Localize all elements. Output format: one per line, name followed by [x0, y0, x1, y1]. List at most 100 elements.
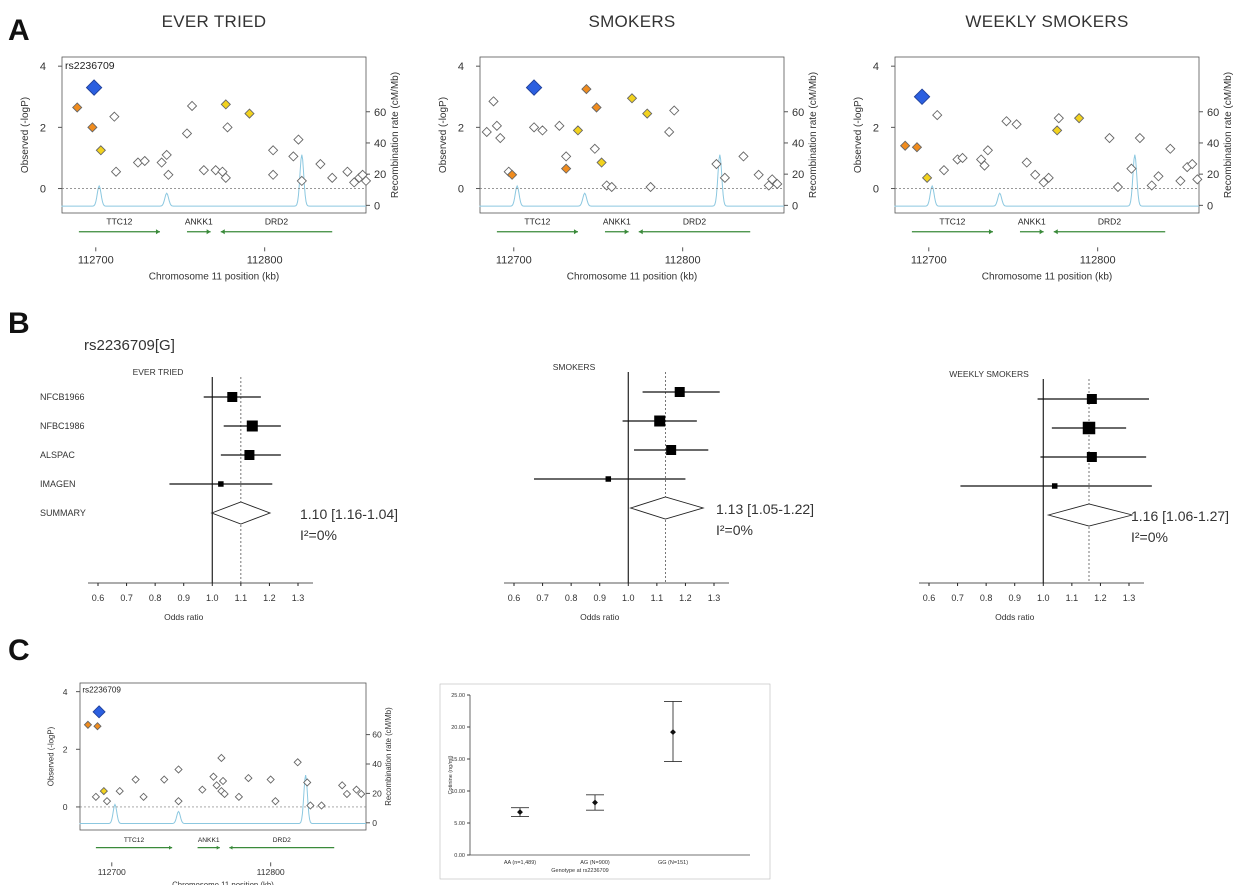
snp-point	[554, 120, 565, 131]
snp-point	[560, 163, 572, 174]
y-tick-label: 4	[873, 61, 879, 73]
snp-point	[1011, 119, 1022, 130]
snp-point	[982, 145, 994, 156]
snp-point	[767, 174, 778, 185]
snp-point	[1038, 177, 1049, 188]
snp-point	[72, 102, 83, 113]
lead-snp-label: rs2236709	[82, 685, 121, 694]
lead-snp-point	[85, 79, 103, 96]
category-label: GG (N=151)	[658, 860, 688, 866]
snp-point	[174, 797, 183, 806]
y-tick-label: 5.00	[454, 821, 465, 827]
snp-point	[352, 785, 361, 794]
cohort-label: SUMMARY	[40, 508, 86, 518]
snp-point	[293, 134, 304, 145]
x-tick-label: 1.3	[292, 593, 305, 603]
snp-point	[139, 792, 148, 801]
snp-point	[481, 126, 492, 138]
snp-point	[87, 122, 98, 133]
snp-point	[572, 125, 584, 136]
snp-point	[220, 99, 231, 110]
snp-point	[222, 122, 233, 133]
y-tick-label: 20.00	[451, 725, 465, 731]
gene-arrowhead	[155, 229, 160, 235]
snp-point	[1175, 175, 1186, 187]
x-tick-label: 0.8	[980, 593, 993, 603]
gene-label: ANKK1	[185, 217, 213, 227]
y2-axis-label: Recombination rate (cM/Mb)	[1223, 72, 1234, 198]
cohort-label: ALSPAC	[40, 450, 75, 460]
recombination-rate-line	[61, 154, 366, 207]
snp-point	[220, 172, 231, 183]
gene-label: TTC12	[939, 217, 965, 227]
x-tick-label: 0.9	[593, 593, 606, 603]
x-tick-label: 112800	[247, 254, 283, 266]
snp-point	[115, 786, 124, 796]
y-tick-label: 2	[873, 122, 879, 134]
y-tick-label: 0.00	[454, 853, 465, 859]
x-tick-label: 0.9	[177, 593, 190, 603]
x-tick-label: 112700	[496, 254, 532, 266]
snp-point	[491, 120, 503, 131]
snp-point	[181, 128, 193, 139]
y2-axis-label: Recombination rate (cM/Mb)	[384, 707, 393, 806]
snp-point	[591, 102, 602, 113]
study-estimate-square	[227, 392, 238, 402]
y2-tick-label: 40	[1207, 138, 1219, 150]
snp-point	[293, 758, 302, 767]
x-axis-label: Chromosome 11 position (kb)	[172, 880, 274, 885]
panel-letter-a: A	[8, 14, 30, 47]
snp-point	[669, 105, 680, 116]
x-tick-label: 112800	[257, 867, 285, 877]
gene-arrowhead	[1039, 229, 1044, 235]
snp-point	[932, 109, 943, 121]
snp-point	[1030, 169, 1041, 180]
summary-estimate-text: 1.10 [1.16-1.04]	[300, 506, 398, 522]
y2-tick-label: 0	[372, 818, 377, 828]
snp-point	[109, 111, 120, 122]
gene-arrowhead	[169, 845, 173, 850]
y-axis-label: Cotinine (ng/ml)	[448, 755, 454, 794]
y-tick-label: 10.00	[451, 789, 465, 795]
y2-tick-label: 20	[374, 169, 386, 181]
snp-point	[719, 172, 731, 183]
recombination-rate-line	[894, 154, 1199, 207]
cohort-label: NFBC1986	[40, 421, 85, 431]
snp-point	[1073, 113, 1085, 124]
gene-label: ANKK1	[1018, 217, 1046, 227]
x-tick-label: 0.6	[92, 593, 105, 603]
snp-point	[1112, 181, 1124, 193]
y-tick-label: 0	[873, 184, 879, 196]
gene-arrowhead	[573, 229, 578, 235]
y2-tick-label: 60	[374, 107, 386, 119]
x-tick-label: 0.7	[536, 593, 549, 603]
summary-estimate-text: 1.16 [1.06-1.27]	[1131, 508, 1229, 524]
mean-point	[592, 799, 598, 806]
study-estimate-square	[605, 476, 612, 482]
y2-axis-label: Recombination rate (cM/Mb)	[390, 72, 401, 198]
x-tick-label: 112800	[1080, 254, 1116, 266]
snp-point	[198, 165, 210, 176]
gene-arrowhead	[229, 845, 233, 850]
snp-point	[317, 801, 326, 810]
y-tick-label: 2	[458, 122, 464, 134]
x-tick-label: 0.9	[1008, 593, 1021, 603]
snp-point	[642, 108, 653, 119]
snp-point	[1043, 172, 1054, 183]
snp-point	[645, 181, 656, 193]
x-tick-label: 1.3	[708, 593, 721, 603]
snp-point	[1104, 132, 1115, 144]
gene-label: DRD2	[1098, 217, 1121, 227]
snp-point	[306, 801, 315, 810]
snp-point	[589, 143, 600, 154]
heterogeneity-text: I²=0%	[300, 527, 337, 543]
snp-point	[606, 181, 617, 193]
snp-point	[1153, 171, 1164, 182]
x-tick-label: 1.1	[235, 593, 248, 603]
snp-point	[296, 175, 307, 187]
gene-label: DRD2	[265, 217, 288, 227]
snp-point	[99, 786, 108, 796]
snp-point	[342, 789, 352, 799]
snp-point	[212, 781, 221, 790]
